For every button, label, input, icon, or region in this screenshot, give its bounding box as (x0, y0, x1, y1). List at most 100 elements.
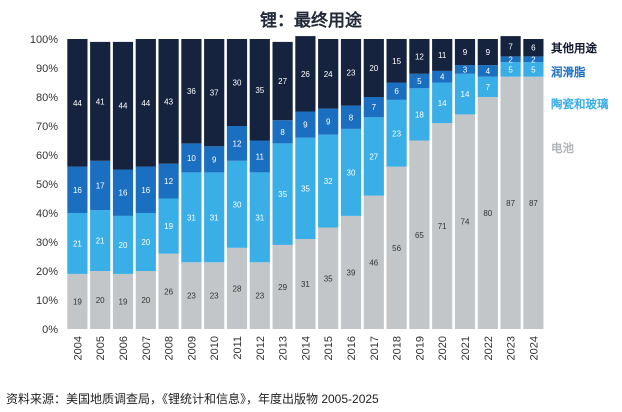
data-label: 31 (187, 213, 196, 222)
data-label: 19 (164, 222, 173, 231)
bar-segment (363, 97, 384, 118)
x-tick-label: 2009 (186, 336, 198, 360)
data-label: 20 (119, 241, 128, 250)
bar-segment (340, 128, 362, 216)
bar-segment (432, 123, 453, 329)
x-tick-label: 2024 (528, 336, 540, 360)
data-label: 9 (463, 48, 468, 57)
data-label: 80 (483, 209, 492, 218)
bar-segment (340, 39, 362, 106)
x-tick-label: 2014 (300, 336, 312, 360)
bar-segment (477, 97, 498, 329)
data-label: 23 (347, 68, 356, 77)
bar-segment (112, 273, 134, 329)
data-label: 10 (187, 154, 196, 163)
data-label: 43 (164, 97, 173, 106)
data-label: 9 (326, 118, 331, 127)
bar-segment (454, 39, 476, 66)
bar-segment (67, 39, 88, 167)
x-tick-label: 2004 (72, 336, 84, 360)
bar-segment (340, 105, 362, 129)
data-label: 8 (349, 113, 354, 122)
data-label: 41 (96, 97, 105, 106)
bar-segment (409, 140, 430, 329)
bar-segment (226, 39, 248, 126)
x-tick-label: 2006 (118, 336, 130, 360)
bar-segment (249, 262, 270, 329)
bar-segment (500, 62, 521, 77)
bar-segment (112, 41, 134, 170)
bar-segment (318, 134, 339, 228)
data-label: 23 (210, 292, 219, 301)
data-label: 16 (141, 186, 150, 195)
bar-segment (295, 137, 316, 240)
bar-segment (249, 39, 270, 141)
legend: 电池 陶瓷和玻璃 润滑脂 其他用途 (551, 41, 609, 155)
data-label: 71 (438, 222, 447, 231)
data-label: 9 (486, 48, 491, 57)
bar-segment (500, 36, 521, 57)
data-label: 19 (119, 297, 128, 306)
bar-segment (386, 99, 407, 167)
bar-segment (158, 163, 179, 199)
y-tick-label: 70% (36, 121, 58, 133)
data-label: 44 (141, 99, 150, 108)
x-tick-label: 2023 (506, 336, 518, 360)
legend-entry: 陶瓷和玻璃 (551, 97, 609, 111)
bar-segment (67, 273, 88, 329)
bar-segment (112, 215, 134, 274)
y-tick-label: 100% (30, 34, 58, 46)
bar-segment (432, 82, 453, 124)
x-tick-label: 2019 (414, 336, 426, 360)
data-label: 17 (96, 181, 105, 190)
bar-segment (226, 126, 248, 161)
x-tick-label: 2005 (95, 336, 107, 360)
data-label: 12 (233, 139, 242, 148)
data-label: 7 (508, 42, 513, 51)
bars: 1921164420211741192016442020164426191243… (67, 36, 544, 330)
y-tick-label: 60% (36, 150, 58, 162)
bar-segment (90, 210, 111, 271)
bar-segment (454, 114, 476, 330)
bar-segment (523, 76, 544, 329)
bar-segment (295, 111, 316, 138)
bar-segment (226, 160, 248, 248)
bar-segment (158, 253, 179, 329)
legend-entry: 润滑脂 (551, 65, 586, 79)
data-label: 46 (369, 258, 378, 267)
legend-entry: 其他用途 (551, 41, 597, 55)
bar-segment (318, 108, 339, 135)
bar-segment (204, 146, 225, 173)
x-tick-label: 2011 (232, 336, 244, 360)
bar-segment (318, 227, 339, 329)
stacked-bar-chart: 0%10%20%30%40%50%60%70%80%90%100% 192116… (30, 34, 609, 360)
data-label: 12 (415, 52, 424, 61)
y-tick-label: 90% (36, 63, 58, 75)
data-label: 27 (278, 77, 287, 86)
data-label: 31 (301, 280, 310, 289)
data-label: 2 (508, 55, 513, 64)
x-tick-label: 2012 (255, 336, 267, 360)
bar-segment (135, 39, 156, 167)
bar-segment (67, 166, 88, 213)
data-label: 14 (461, 90, 470, 99)
data-label: 28 (233, 284, 242, 293)
data-label: 23 (392, 129, 401, 138)
bar-segment (295, 36, 316, 112)
data-label: 6 (531, 44, 536, 53)
bar-segment (454, 65, 476, 74)
data-label: 5 (508, 65, 513, 74)
x-tick-label: 2016 (346, 336, 358, 360)
bar-segment (523, 62, 544, 77)
data-label: 7 (486, 83, 491, 92)
data-label: 4 (440, 73, 445, 82)
x-tick-label: 2017 (369, 336, 381, 360)
data-label: 87 (506, 199, 515, 208)
data-label: 21 (73, 239, 82, 248)
data-label: 23 (187, 292, 196, 301)
bar-segment (523, 56, 544, 63)
x-tick-label: 2010 (209, 336, 221, 360)
y-tick-label: 0% (42, 324, 58, 336)
data-label: 15 (392, 57, 401, 66)
x-axis: 2004 2005 2006 2007 2008 2009 2010 2011 2012 2013… (72, 336, 540, 360)
